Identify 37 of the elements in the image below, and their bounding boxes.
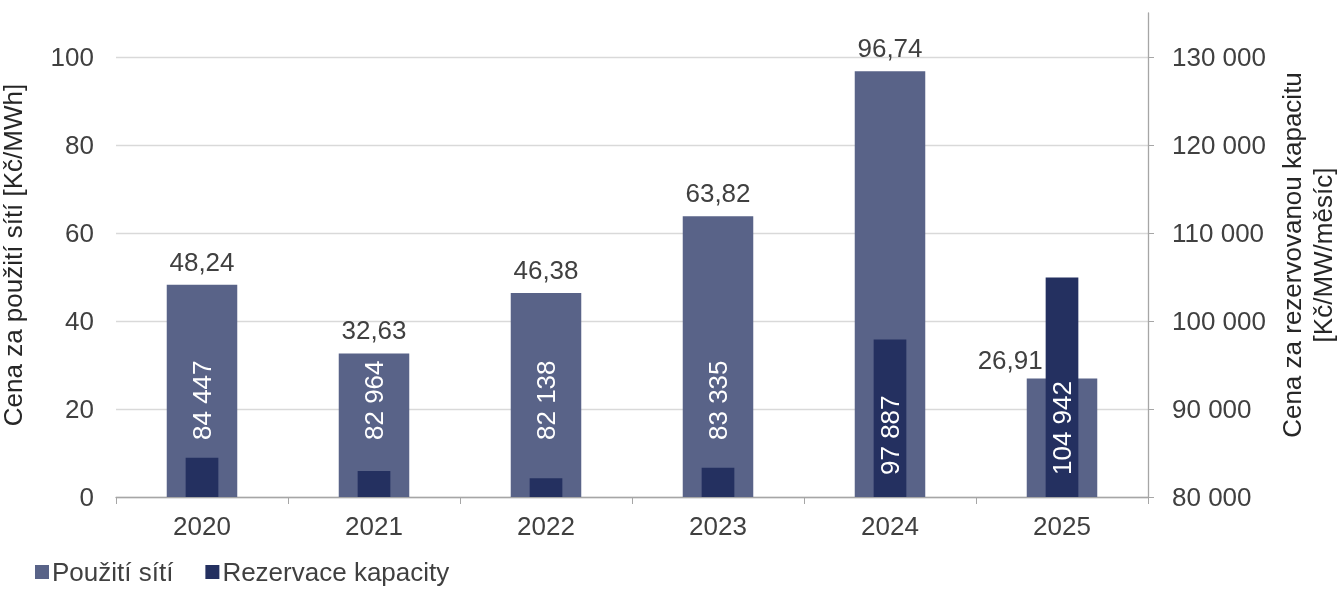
x-tick-label: 2020 — [173, 511, 231, 541]
legend-label: Rezervace kapacity — [222, 557, 450, 587]
y2-tick-label: 90 000 — [1172, 394, 1252, 424]
x-tick-label: 2022 — [517, 511, 575, 541]
x-tick-label: 2021 — [345, 511, 403, 541]
y2-tick-label: 100 000 — [1172, 306, 1266, 336]
data-label: 32,63 — [341, 315, 407, 346]
legend-label: Použití sítí — [52, 557, 175, 587]
data-label: 48,24 — [169, 246, 235, 277]
y-tick-label: 100 — [50, 42, 94, 72]
y2-tick-label: 120 000 — [1172, 130, 1266, 160]
data-label: 84 447 — [187, 360, 217, 440]
y-tick-label: 60 — [65, 218, 94, 248]
bar — [166, 284, 238, 497]
bar — [510, 292, 582, 497]
y-axis-title: Cena za použití sítí [Kč/MWh] — [0, 83, 28, 427]
data-label: 46,38 — [513, 254, 579, 285]
y2-tick-label: 80 000 — [1172, 482, 1252, 512]
bar — [682, 216, 754, 497]
data-label: 82 138 — [531, 360, 561, 440]
y-tick-label: 20 — [65, 394, 94, 424]
y2-tick-label: 130 000 — [1172, 42, 1266, 72]
data-label: 26,91 — [977, 344, 1043, 375]
data-label: 82 964 — [359, 360, 389, 440]
y2-axis-title: Cena za rezervovanou kapacitu [Kč/MW/měsíc] — [1277, 72, 1339, 438]
data-label: 104 942 — [1047, 381, 1077, 475]
data-label: 83 335 — [703, 360, 733, 440]
y-tick-label: 80 — [65, 130, 94, 160]
x-tick-label: 2023 — [689, 511, 747, 541]
data-label: 63,82 — [685, 178, 751, 209]
y2-tick-label: 110 000 — [1172, 218, 1265, 248]
data-label: 96,74 — [857, 33, 923, 64]
x-tick-label: 2025 — [1033, 511, 1091, 541]
y-tick-label: 40 — [65, 306, 94, 336]
data-label: 97 887 — [875, 395, 905, 475]
y-tick-label: 0 — [79, 482, 94, 512]
x-tick-label: 2024 — [861, 511, 919, 541]
